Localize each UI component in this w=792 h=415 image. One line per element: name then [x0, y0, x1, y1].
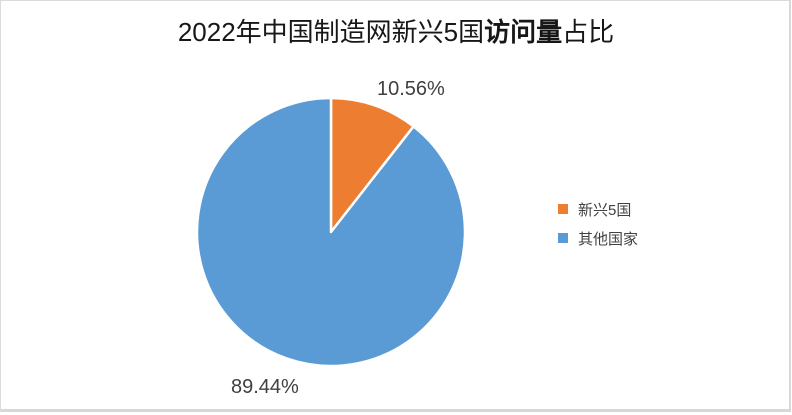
legend: 新兴5国 其他国家 [558, 199, 638, 248]
data-label-others: 89.44% [231, 376, 299, 398]
pie-chart [195, 96, 467, 368]
pie-slice-others[interactable] [195, 96, 467, 368]
chart-title-bold-part: 访问量 [484, 17, 563, 47]
chart-title: 2022年中国制造网新兴5国访问量占比 [0, 16, 792, 48]
legend-label-others: 其他国家 [578, 230, 639, 248]
legend-item-emerging5[interactable]: 新兴5国 [558, 199, 638, 219]
data-label-emerging5: 10.56% [377, 78, 445, 100]
legend-swatch-others-icon [558, 233, 568, 243]
legend-swatch-emerging5-icon [558, 204, 568, 214]
legend-label-emerging5: 新兴5国 [578, 201, 632, 219]
chart-title-prefix: 2022年中国制造网新兴5国 [177, 17, 485, 47]
legend-item-others[interactable]: 其他国家 [558, 228, 638, 248]
chart-title-suffix: 占比 [562, 17, 615, 47]
pie-slice-emerging5[interactable] [329, 96, 415, 234]
